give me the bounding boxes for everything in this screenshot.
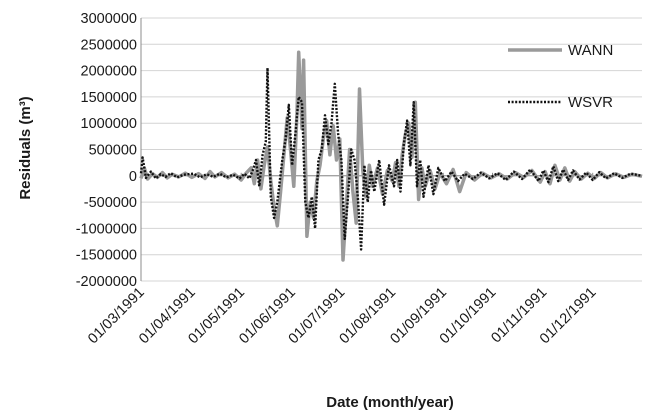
x-axis-tick-labels: 01/03/199101/04/199101/05/199101/06/1991… bbox=[85, 285, 599, 348]
y-tick-label: -1500000 bbox=[76, 248, 137, 264]
y-tick-label: 3000000 bbox=[81, 11, 137, 27]
series-line-wsvr bbox=[139, 66, 643, 251]
y-tick-label: -500000 bbox=[84, 195, 137, 211]
y-axis-tick-labels: -2000000 -1500000 -1000000 -500000 0 500000 10… bbox=[76, 11, 137, 290]
legend-label-wsvr: WSVR bbox=[568, 94, 613, 111]
legend: WANN WSVR bbox=[508, 42, 613, 111]
y-tick-label: 1000000 bbox=[81, 116, 137, 132]
series-lines bbox=[139, 50, 643, 262]
y-tick-label: -1000000 bbox=[76, 221, 137, 237]
y-tick-label: 2000000 bbox=[81, 64, 137, 80]
y-tick-label: -2000000 bbox=[76, 274, 137, 290]
legend-label-wann: WANN bbox=[568, 42, 613, 59]
y-tick-label: 2500000 bbox=[81, 37, 137, 53]
x-axis-title: Date (month/year) bbox=[326, 394, 454, 411]
y-tick-label: 0 bbox=[129, 169, 137, 185]
gridlines bbox=[141, 17, 642, 282]
y-tick-label: 500000 bbox=[89, 143, 137, 159]
y-axis-title: Residuals (m³) bbox=[17, 96, 34, 199]
y-tick-label: 1500000 bbox=[81, 90, 137, 106]
